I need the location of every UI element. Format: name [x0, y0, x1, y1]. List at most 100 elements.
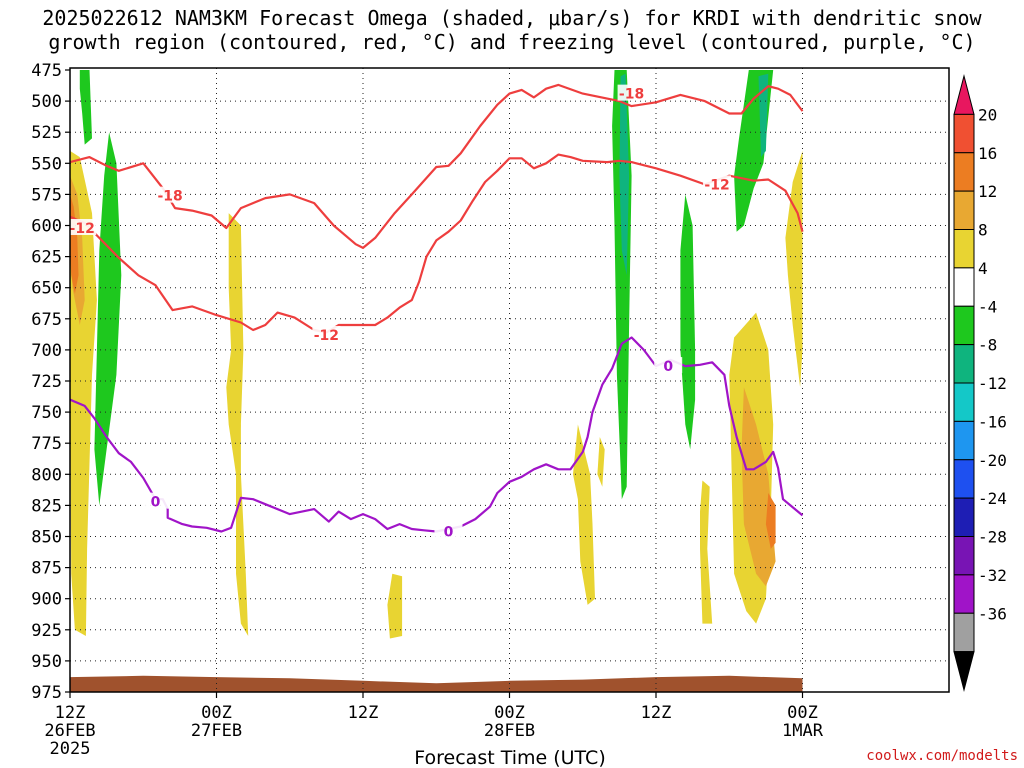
colorbar-label--16: -16: [978, 412, 1007, 431]
y-tick-label-800: 800: [31, 465, 62, 485]
colorbar-swatch-10: [953, 459, 975, 499]
y-tick-label-700: 700: [31, 341, 62, 361]
omega-region-4-2: [236, 424, 241, 475]
y-tick-label-625: 625: [31, 248, 62, 268]
omega-region-4-6: [700, 480, 713, 624]
x-axis-title: Forecast Time (UTC): [414, 747, 605, 768]
omega-region-4-3: [387, 573, 403, 639]
omega-region-4-5: [597, 437, 605, 487]
dgz-bottom-label-1: -12: [314, 328, 339, 344]
colorbar-label-4: 4: [978, 259, 988, 278]
colorbar-swatch-12: [953, 536, 975, 576]
y-tick-label-650: 650: [31, 279, 62, 299]
freezing-level-label-1: 0: [444, 525, 454, 541]
x-tick-label-18-0: 00Z: [494, 703, 525, 723]
colorbar-swatch-9: [953, 420, 975, 461]
x-tick-label-0-1: 26FEB: [44, 721, 95, 741]
contour-lines: -18 -18 -12 -12 -12 0 0 0: [70, 83, 804, 541]
dgz-top-label-0: -18: [157, 189, 182, 205]
y-tick-label-850: 850: [31, 528, 62, 548]
x-tick-label-30-1: 1MAR: [782, 721, 824, 741]
colorbar-swatch-3: [953, 190, 975, 230]
y-tick-label-500: 500: [31, 92, 62, 112]
colorbar-swatch-4: [953, 229, 975, 269]
x-tick-label-30-0: 00Z: [787, 703, 818, 723]
y-tick-label-775: 775: [31, 434, 62, 454]
colorbar-swatch-6: [953, 305, 975, 346]
colorbar-label--32: -32: [978, 566, 1007, 585]
y-tick-label-875: 875: [31, 559, 62, 579]
x-tick-label-6-1: 27FEB: [191, 721, 242, 741]
omega-region-4-8: [785, 150, 803, 388]
dgz-bottom-label-bg-1: [312, 325, 341, 342]
freezing-level-label-bg-1: [434, 522, 463, 539]
x-tick-label-24-0: 12Z: [641, 703, 672, 723]
chart-title-line1: 2025022612 NAM3KM Forecast Omega (shaded…: [42, 6, 982, 30]
y-tick-label-475: 475: [31, 61, 62, 81]
omega-region-12-1: [765, 493, 776, 549]
grid-lines: [70, 68, 949, 693]
x-tick-label-18-1: 28FEB: [484, 721, 535, 741]
freezing-level-label-bg-2: [654, 357, 683, 374]
omega-region-neg8-0: [79, 70, 92, 145]
colorbar-swatch-11: [953, 497, 975, 537]
colorbar-swatch-5: [953, 267, 975, 307]
x-tick-label-12-0: 12Z: [348, 703, 379, 723]
y-tick-label-900: 900: [31, 590, 62, 610]
colorbar-label--20: -20: [978, 451, 1007, 470]
colorbar-swatch-7: [953, 344, 975, 384]
chart-title-line2: growth region (contoured, red, °C) and f…: [48, 30, 976, 54]
colorbar-label--12: -12: [978, 374, 1007, 393]
dgz-bottom-contour: [70, 153, 804, 334]
colorbar-label-8: 8: [978, 221, 988, 240]
pressure-axis: 475 500 525 550 575 600 625 650 675 700 725 750 775 8…: [31, 61, 70, 703]
dgz-bottom-label-bg-2: [703, 175, 732, 192]
dgz-bottom-label-2: -12: [704, 177, 729, 193]
colorbar-swatch-14: [953, 612, 975, 653]
colorbar-label--4: -4: [978, 297, 997, 316]
dgz-top-label-bg-0: [156, 186, 185, 203]
x-tick-label-0-2: 2025: [50, 739, 91, 759]
colorbar-label-12: 12: [978, 182, 997, 201]
colorbar-label--28: -28: [978, 528, 1007, 547]
colorbar-swatch-15: [953, 651, 975, 692]
colorbar-label--24: -24: [978, 489, 1007, 508]
colorbar-swatch-2: [953, 152, 975, 192]
y-tick-label-750: 750: [31, 403, 62, 423]
dgz-top-label-bg-1: [617, 84, 646, 101]
dgz-top-label-1: -18: [619, 87, 644, 103]
omega-region-4-4: [573, 424, 595, 605]
colorbar-label-16: 16: [978, 144, 997, 163]
y-tick-label-825: 825: [31, 496, 62, 516]
freezing-level-label-0: 0: [151, 495, 161, 511]
dgz-top-contour: [70, 83, 804, 249]
omega-region-neg8-1: [94, 132, 122, 506]
y-tick-label-550: 550: [31, 154, 62, 174]
y-tick-label-600: 600: [31, 217, 62, 237]
y-tick-label-525: 525: [31, 123, 62, 143]
colorbar: 20 16 12 8 4 -4 -8 -12 -16 -20 -24 -28 -32 -36: [953, 74, 1007, 692]
y-tick-label-725: 725: [31, 372, 62, 392]
colorbar-swatch-0: [953, 74, 975, 115]
omega-region-neg36-0: [70, 675, 803, 692]
omega-region-neg12-0: [619, 73, 630, 276]
x-tick-label-6-0: 00Z: [201, 703, 232, 723]
colorbar-label--8: -8: [978, 336, 997, 355]
freezing-level-label-bg-0: [141, 492, 170, 509]
freezing-level-label-2: 0: [663, 359, 673, 375]
colorbar-swatch-8: [953, 382, 975, 422]
omega-region-neg8-4: [680, 194, 696, 450]
y-tick-label-675: 675: [31, 310, 62, 330]
dgz-bottom-label-bg-0: [70, 218, 97, 235]
y-tick-label-575: 575: [31, 185, 62, 205]
colorbar-swatch-13: [953, 574, 975, 614]
colorbar-label--36: -36: [978, 604, 1007, 623]
colorbar-swatch-1: [953, 113, 975, 154]
y-tick-label-925: 925: [31, 621, 62, 641]
y-tick-label-950: 950: [31, 652, 62, 672]
omega-region-neg12-1: [758, 73, 769, 158]
x-tick-label-0-0: 12Z: [55, 703, 86, 723]
y-tick-label-975: 975: [31, 683, 62, 703]
colorbar-label-20: 20: [978, 105, 997, 124]
